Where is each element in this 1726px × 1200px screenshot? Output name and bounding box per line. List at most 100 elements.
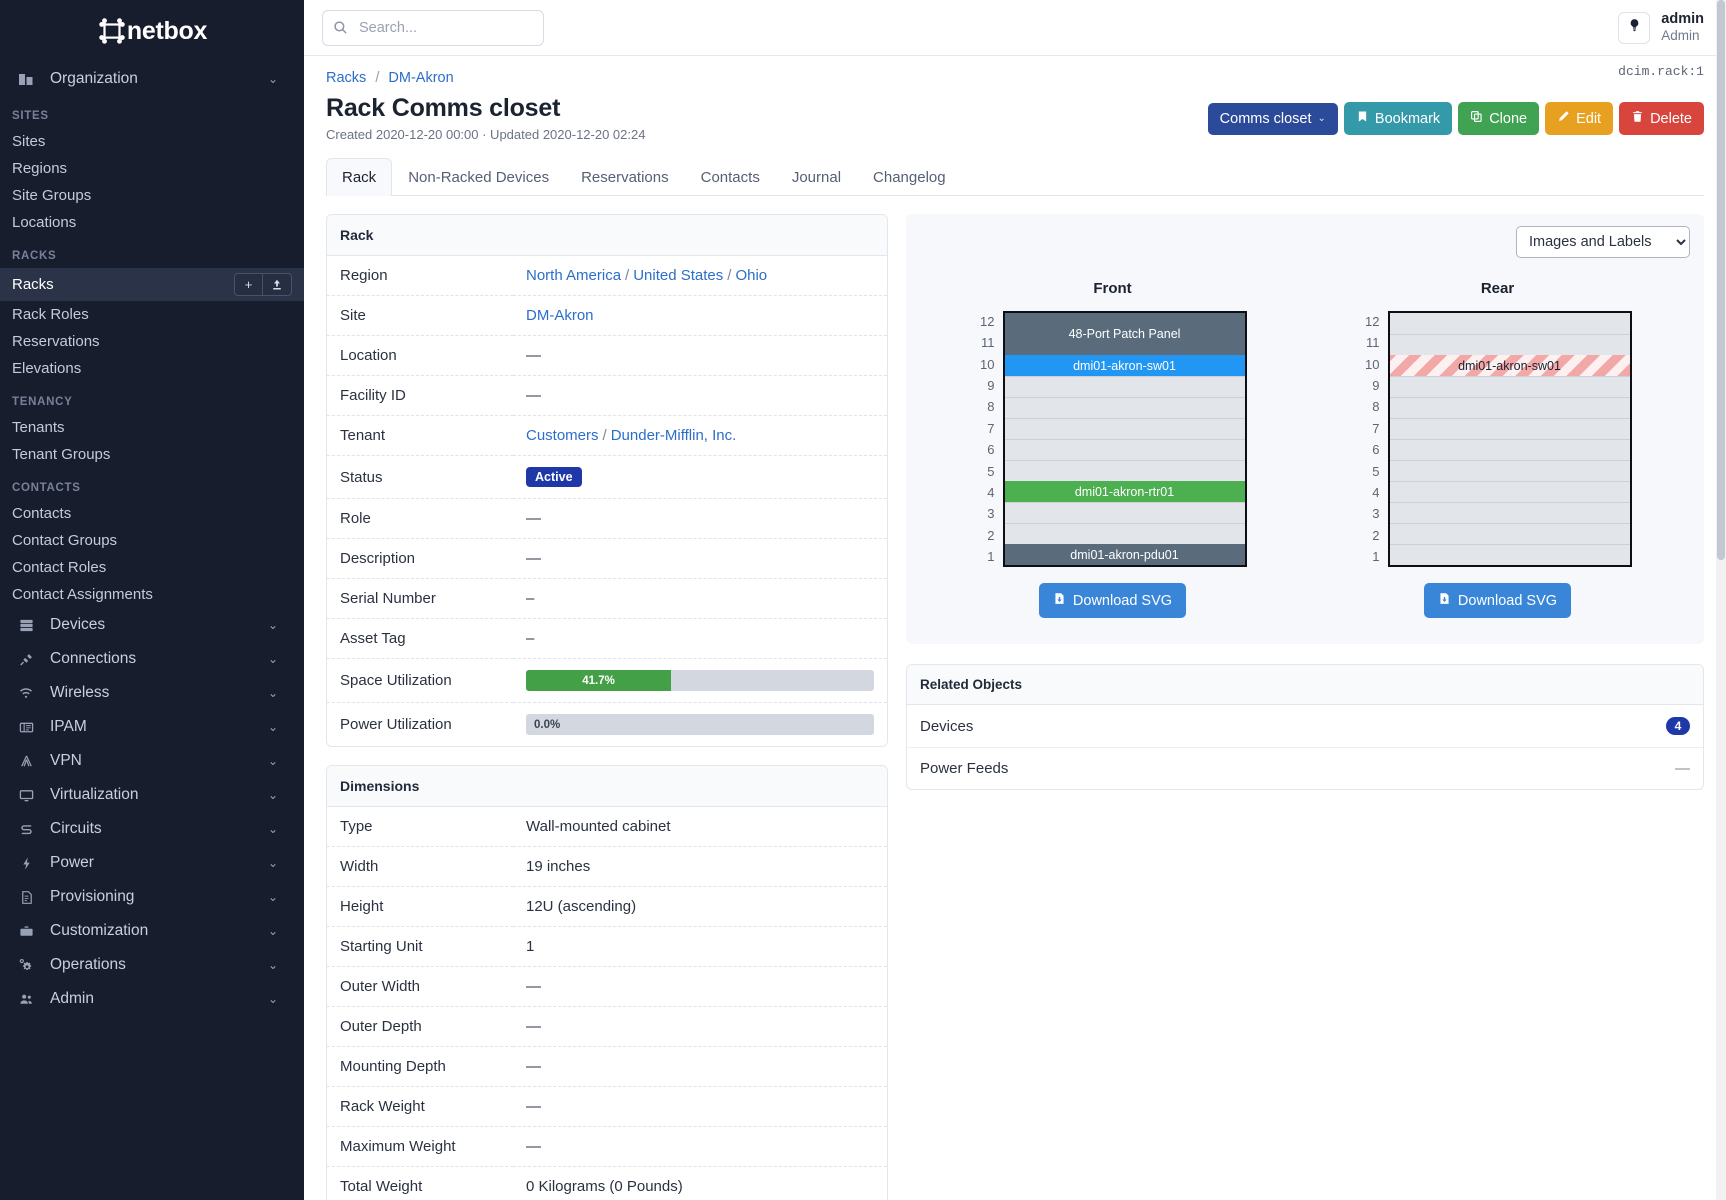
tab-journal[interactable]: Journal: [791, 169, 842, 186]
sidebar-item-racks[interactable]: Racks +: [0, 268, 304, 301]
rack-device[interactable]: 48-Port Patch Panel: [1004, 313, 1245, 355]
region-link-2[interactable]: United States: [633, 267, 724, 284]
sidebar-item-reservations[interactable]: Reservations: [0, 328, 304, 355]
sidebar-item-elevations[interactable]: Elevations: [0, 355, 304, 382]
breadcrumb-link-site[interactable]: DM-Akron: [388, 70, 454, 86]
table-row: Power Utilization 0.0%: [327, 703, 887, 747]
row-key: Mounting Depth: [327, 1046, 513, 1087]
tab-changelog[interactable]: Changelog: [873, 169, 946, 186]
sidebar-group-virtualization[interactable]: Virtualization ⌄: [0, 778, 304, 812]
rack-card-title: Rack: [327, 215, 887, 256]
bolt-icon: [14, 856, 38, 871]
sidebar-group-organization[interactable]: Organization ⌄: [0, 62, 304, 96]
sidebar-group-operations[interactable]: Operations ⌄: [0, 948, 304, 982]
tenant-group-link[interactable]: Customers: [526, 427, 599, 444]
rack-diagram-rear[interactable]: dmi01-akron-sw01: [1387, 311, 1632, 567]
search-box[interactable]: [322, 9, 544, 46]
unit-divider: [1389, 397, 1630, 398]
elevation-title-rear: Rear: [1480, 280, 1515, 297]
row-value: 0.0%: [513, 703, 887, 747]
scrollbar-track[interactable]: [1716, 0, 1726, 1200]
brand-name: netbox: [126, 16, 208, 45]
search-input[interactable]: [357, 18, 533, 37]
sidebar-item-label: Contact Groups: [12, 532, 118, 549]
sidebar-group-customization[interactable]: Customization ⌄: [0, 914, 304, 948]
table-row: Location —: [327, 335, 887, 376]
rack-device[interactable]: dmi01-akron-sw01: [1389, 355, 1630, 376]
download-svg-front-button[interactable]: Download SVG: [1038, 583, 1187, 618]
bookmark-button[interactable]: Bookmark: [1343, 102, 1453, 135]
sidebar-group-admin[interactable]: Admin ⌄: [0, 982, 304, 1016]
row-value: —: [513, 1046, 887, 1087]
tenant-link[interactable]: Dunder-Mifflin, Inc.: [610, 427, 737, 444]
tab-rack[interactable]: Rack: [326, 158, 393, 196]
sidebar-group-power[interactable]: Power ⌄: [0, 846, 304, 880]
user-info[interactable]: admin Admin: [1661, 11, 1704, 43]
sidebar-group-label: Wireless: [50, 684, 110, 701]
slash: /: [625, 267, 630, 284]
rack-device[interactable]: dmi01-akron-sw01: [1004, 355, 1245, 376]
breadcrumb-link-racks[interactable]: Racks: [326, 70, 367, 86]
sidebar-item-tenant-groups[interactable]: Tenant Groups: [0, 441, 304, 468]
sidebar-item-sites[interactable]: Sites: [0, 128, 304, 155]
region-link-3[interactable]: Ohio: [735, 267, 768, 284]
sidebar-item-contacts[interactable]: Contacts: [0, 500, 304, 527]
delete-button[interactable]: Delete: [1619, 102, 1704, 135]
add-rack-button[interactable]: +: [234, 273, 263, 296]
clone-button[interactable]: Clone: [1458, 102, 1540, 135]
rack-device[interactable]: dmi01-akron-rtr01: [1004, 481, 1245, 502]
sidebar-group-label: Admin: [50, 990, 94, 1007]
sidebar-item-site-groups[interactable]: Site Groups: [0, 182, 304, 209]
site-link[interactable]: DM-Akron: [526, 307, 594, 324]
unit-label: 1: [987, 548, 995, 564]
sidebar-group-connections[interactable]: Connections ⌄: [0, 642, 304, 676]
sidebar-section-title-racks: RACKS: [12, 250, 57, 262]
scrollbar-thumb[interactable]: [1717, 0, 1725, 560]
table-row: Space Utilization 41.7%: [327, 658, 887, 703]
chevron-down-icon: ⌄: [267, 720, 278, 734]
sidebar-item-label: Regions: [12, 160, 68, 177]
sidebar-group-wireless[interactable]: Wireless ⌄: [0, 676, 304, 710]
unit-label: 12: [980, 314, 995, 329]
related-objects-card: Related Objects Devices 4 Power Feeds —: [906, 664, 1704, 790]
tab-contacts[interactable]: Contacts: [700, 169, 760, 186]
slash: /: [727, 267, 732, 284]
table-row: Site DM-Akron: [327, 295, 887, 336]
sidebar-item-contact-assignments[interactable]: Contact Assignments: [0, 581, 304, 608]
region-link-1[interactable]: North America: [526, 267, 622, 284]
sidebar-group-circuits[interactable]: Circuits ⌄: [0, 812, 304, 846]
brand[interactable]: netbox: [0, 0, 304, 62]
sidebar-group-label: Connections: [50, 650, 137, 667]
user-role: Admin: [1661, 28, 1700, 44]
chevron-down-icon: ⌄: [1317, 113, 1326, 124]
sidebar-group-provisioning[interactable]: Provisioning ⌄: [0, 880, 304, 914]
download-svg-rear-button[interactable]: Download SVG: [1423, 583, 1572, 618]
rack-device[interactable]: dmi01-akron-pdu01: [1004, 544, 1245, 565]
tab-non-racked-devices[interactable]: Non-Racked Devices: [408, 169, 550, 186]
table-row: Type Wall-mounted cabinet: [327, 807, 887, 847]
sidebar-item-contact-groups[interactable]: Contact Groups: [0, 527, 304, 554]
sidebar-item-rack-roles[interactable]: Rack Roles: [0, 301, 304, 328]
elevation-display-select[interactable]: Images and Labels Images only Labels onl…: [1516, 226, 1690, 258]
sidebar-item-regions[interactable]: Regions: [0, 155, 304, 182]
related-object-devices[interactable]: Devices 4: [907, 705, 1703, 748]
sidebar-group-vpn[interactable]: VPN ⌄: [0, 744, 304, 778]
theme-toggle-button[interactable]: [1618, 11, 1651, 44]
edit-button[interactable]: Edit: [1545, 102, 1614, 135]
sidebar-item-locations[interactable]: Locations: [0, 209, 304, 236]
row-value: DM-Akron: [513, 295, 887, 336]
sidebar-group-devices[interactable]: Devices ⌄: [0, 608, 304, 642]
tab-reservations[interactable]: Reservations: [581, 169, 669, 186]
sidebar-item-tenants[interactable]: Tenants: [0, 414, 304, 441]
related-object-power-feeds[interactable]: Power Feeds —: [907, 748, 1703, 789]
rack-diagram-front[interactable]: 48-Port Patch Panel dmi01-akron-sw01 dmi01…: [1002, 311, 1247, 567]
sidebar-group-ipam[interactable]: IPAM ⌄: [0, 710, 304, 744]
rack-dropdown-button[interactable]: Comms closet ⌄: [1207, 102, 1338, 135]
unit-labels-rear: 12 11 10 9 8 7 6 5 4 3 2 1: [1364, 311, 1388, 567]
ipam-icon: [14, 720, 38, 735]
unit-divider: [1389, 334, 1630, 335]
sidebar-item-label: Reservations: [12, 333, 100, 350]
sidebar-item-contact-roles[interactable]: Contact Roles: [0, 554, 304, 581]
import-rack-button[interactable]: [263, 273, 292, 296]
table-row: Total Weight 0 Kilograms (0 Pounds): [327, 1167, 887, 1200]
